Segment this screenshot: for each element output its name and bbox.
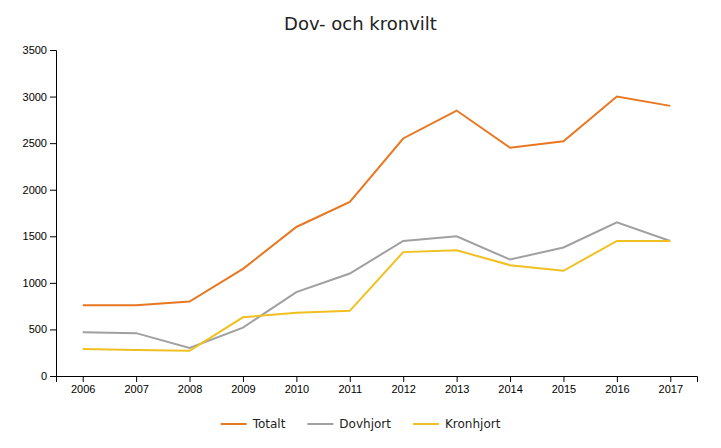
x-tick-label: 2012 [391,383,415,395]
x-axis-line [57,377,698,383]
legend-label: Totalt [252,417,286,431]
y-tick-label: 1500 [23,230,47,242]
y-tick: 1000 [23,277,56,289]
chart: Dov- och kronvilt 2006 2007 2008 2009 2010 201… [0,0,721,448]
x-tick: 2009 [231,376,255,395]
y-tick-mark [50,283,56,284]
y-tick-mark [50,376,56,377]
x-tick: 2016 [605,376,629,395]
x-tick: 2017 [659,376,683,395]
x-tick-mark [136,376,137,382]
y-tick-label: 1000 [23,277,47,289]
y-tick-mark [50,329,56,330]
y-tick-label: 2500 [23,137,47,149]
title: Dov- och kronvilt [284,13,437,34]
series-line [83,222,671,348]
series-line [83,97,671,306]
x-tick-mark [190,376,191,382]
x-tick-mark [350,376,351,382]
x-tick: 2013 [445,376,469,395]
legend-swatch [307,423,333,425]
legend-item: Kronhjort [413,417,501,431]
x-tick-label: 2011 [338,383,362,395]
x-tick: 2011 [338,376,362,395]
x-tick: 2008 [178,376,202,395]
legend-swatch [221,423,247,425]
lines [83,97,671,351]
legend-item: Dovhjort [307,417,391,431]
y-tick: 3500 [23,44,56,56]
x-tick-mark [617,376,618,382]
plot: 2006 2007 2008 2009 2010 2011 2012 2013 2014 2015… [23,44,698,395]
x-tick: 2015 [552,376,576,395]
legend: Totalt Dovhjort Kronhjort [221,417,501,431]
x-tick-label: 2007 [124,383,148,395]
y-tick: 0 [41,370,56,382]
x-tick-label: 2006 [71,383,95,395]
x-axis: 2006 2007 2008 2009 2010 2011 2012 2013 2014 2015… [57,376,698,395]
x-tick-label: 2010 [285,383,309,395]
x-tick-label: 2016 [605,383,629,395]
y-tick-mark [50,143,56,144]
x-tick-mark [457,376,458,382]
y-axis-line [50,51,57,377]
x-tick-mark [403,376,404,382]
y-tick-mark [50,97,56,98]
x-tick-label: 2014 [498,383,522,395]
y-axis: 0 500 1000 1500 2000 2500 3000 3500 [23,44,57,382]
x-tick-mark [670,376,671,382]
x-tick: 2006 [71,376,95,395]
y-tick: 3000 [23,91,56,103]
x-tick-mark [296,376,297,382]
y-tick: 2500 [23,137,56,149]
x-tick: 2014 [498,376,522,395]
x-tick-mark [510,376,511,382]
x-tick-label: 2008 [178,383,202,395]
legend-swatch [413,423,439,425]
y-tick-label: 2000 [23,184,47,196]
x-tick-mark [243,376,244,382]
y-tick: 500 [29,323,56,335]
y-tick-label: 0 [41,370,47,382]
y-tick-mark [50,236,56,237]
legend-label: Dovhjort [339,417,391,431]
y-tick-mark [50,190,56,191]
y-tick-label: 3500 [23,44,47,56]
x-tick-mark [563,376,564,382]
x-tick-mark [83,376,84,382]
x-tick: 2010 [285,376,309,395]
x-tick-label: 2017 [659,383,683,395]
x-tick-label: 2009 [231,383,255,395]
y-tick: 1500 [23,230,56,242]
legend-label: Kronhjort [445,417,501,431]
series-line [83,241,671,351]
x-tick-label: 2015 [552,383,576,395]
y-tick-mark [50,50,56,51]
y-tick-label: 500 [29,323,47,335]
y-tick: 2000 [23,184,56,196]
x-tick-label: 2013 [445,383,469,395]
y-tick-label: 3000 [23,91,47,103]
x-tick: 2007 [124,376,148,395]
x-tick: 2012 [391,376,415,395]
legend-item: Totalt [221,417,286,431]
